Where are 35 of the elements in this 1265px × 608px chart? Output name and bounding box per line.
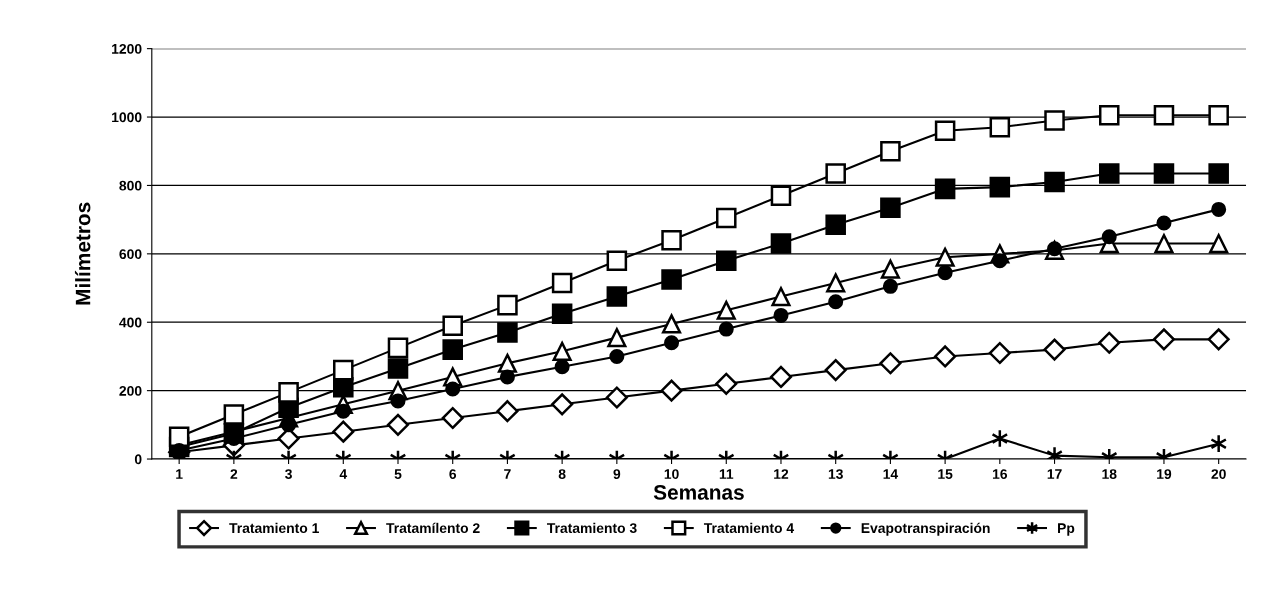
y-tick-label: 0: [134, 454, 142, 465]
legend-label: Evapotranspiración: [861, 522, 990, 536]
legend-label: Tratamiento 1: [229, 522, 319, 534]
x-tick-label: 16: [992, 469, 1008, 479]
x-tick-label: 15: [938, 469, 953, 479]
x-tick-label: 2: [230, 469, 238, 479]
legend-label: Tratamiento 3: [546, 522, 637, 534]
x-tick-label: 10: [664, 469, 679, 479]
y-tick-label: 200: [119, 385, 142, 396]
legend-label: Pp: [1058, 523, 1075, 536]
legend-label: Tratamiento 4: [703, 522, 795, 534]
y-axis-title: Milímetros: [74, 202, 91, 305]
x-tick-label: 19: [1157, 469, 1172, 479]
x-tick-label: 4: [339, 469, 348, 479]
x-tick-label: 6: [449, 469, 457, 479]
y-tick-label: 600: [119, 249, 142, 260]
x-tick-label: 14: [883, 469, 899, 479]
x-tick-label: 18: [1102, 469, 1117, 479]
x-tick-label: 17: [1047, 469, 1062, 479]
y-tick-label: 800: [119, 180, 142, 191]
x-tick-label: 20: [1211, 469, 1226, 479]
x-axis-title: Semanas: [653, 485, 744, 500]
x-tick-label: 11: [719, 469, 734, 479]
x-tick-label: 9: [613, 469, 621, 479]
x-tick-label: 1: [176, 469, 183, 479]
x-tick-label: 13: [828, 469, 843, 479]
x-tick-label: 12: [774, 469, 789, 479]
y-tick-label: 400: [119, 317, 142, 328]
x-tick-label: 3: [285, 469, 292, 479]
legend-label: Tratamílento 2: [386, 522, 480, 534]
x-tick-label: 7: [504, 469, 511, 479]
x-tick-label: 5: [394, 469, 402, 479]
x-tick-label: 8: [558, 469, 566, 479]
y-tick-label: 1200: [112, 43, 142, 54]
y-tick-label: 1000: [112, 112, 142, 123]
